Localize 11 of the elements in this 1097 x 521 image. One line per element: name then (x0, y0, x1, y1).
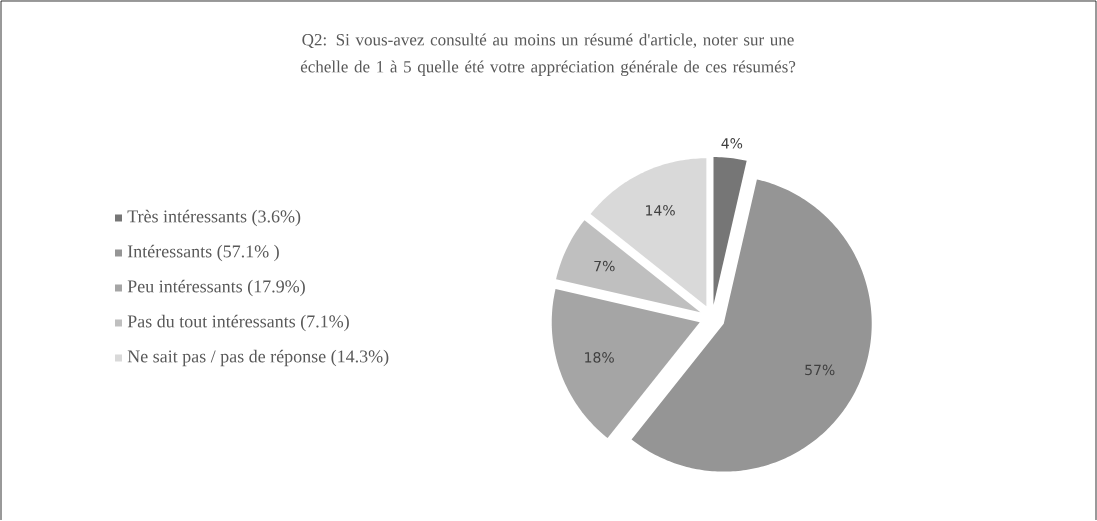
legend-label: Très intéressants (3.6%) (127, 209, 301, 227)
data-label: 57% (805, 364, 835, 376)
data-label: 14% (646, 204, 675, 216)
data-label: 18% (585, 352, 614, 363)
chart-title: Q2: Si vous-avez consulté au moins un résumé d'article, noter sur une échelle de 1 à 5 quelle été votre appréciation générale de ces résumés? (300, 33, 796, 77)
legend-label: Pas du tout intéressants (7.1%) (127, 314, 349, 332)
legend-label: Intéressants (57.1% ) (127, 244, 279, 262)
data-label: 4% (721, 138, 743, 149)
legend-label: Peu intéressants (17.9%) (127, 279, 305, 297)
data-label: 7% (594, 260, 615, 272)
legend-label: Ne sait pas / pas de réponse (14.3%) (127, 349, 389, 367)
